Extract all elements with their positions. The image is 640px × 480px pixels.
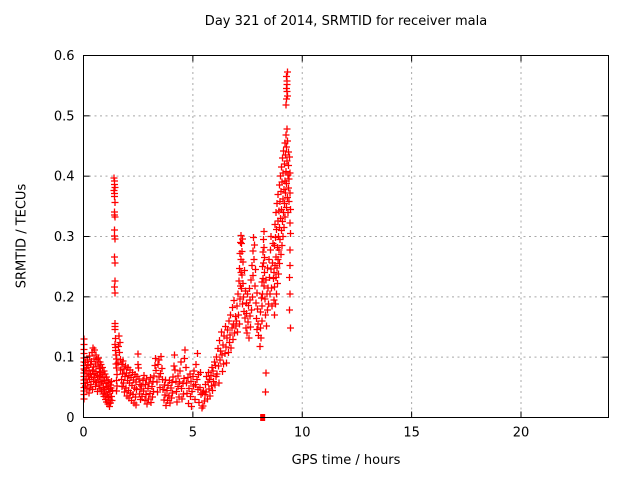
y-tick-label: 0.2: [54, 290, 75, 305]
y-tick-label: 0.5: [54, 109, 75, 124]
x-tick-label: 20: [513, 426, 530, 441]
chart-title: Day 321 of 2014, SRMTID for receiver mal…: [204, 14, 488, 29]
tick-labels: 0 5 10 15 20 0 0.1 0.2 0.3 0.4 0.5 0.6: [54, 49, 529, 441]
y-tick-label: 0.3: [54, 230, 75, 245]
y-tick-label: 0.1: [54, 351, 75, 366]
x-tick-label: 0: [79, 426, 87, 441]
y-tick-label: 0: [66, 411, 74, 426]
y-tick-label: 0.6: [54, 49, 75, 64]
x-tick-label: 15: [403, 426, 420, 441]
x-tick-label: 10: [294, 426, 311, 441]
grid-lines: [83, 55, 609, 418]
y-tick-label: 0.4: [54, 170, 75, 185]
x-tick-label: 5: [189, 426, 197, 441]
data-points: [80, 68, 294, 412]
x-axis-label: GPS time / hours: [291, 453, 401, 468]
axis-ticks: [83, 55, 609, 418]
